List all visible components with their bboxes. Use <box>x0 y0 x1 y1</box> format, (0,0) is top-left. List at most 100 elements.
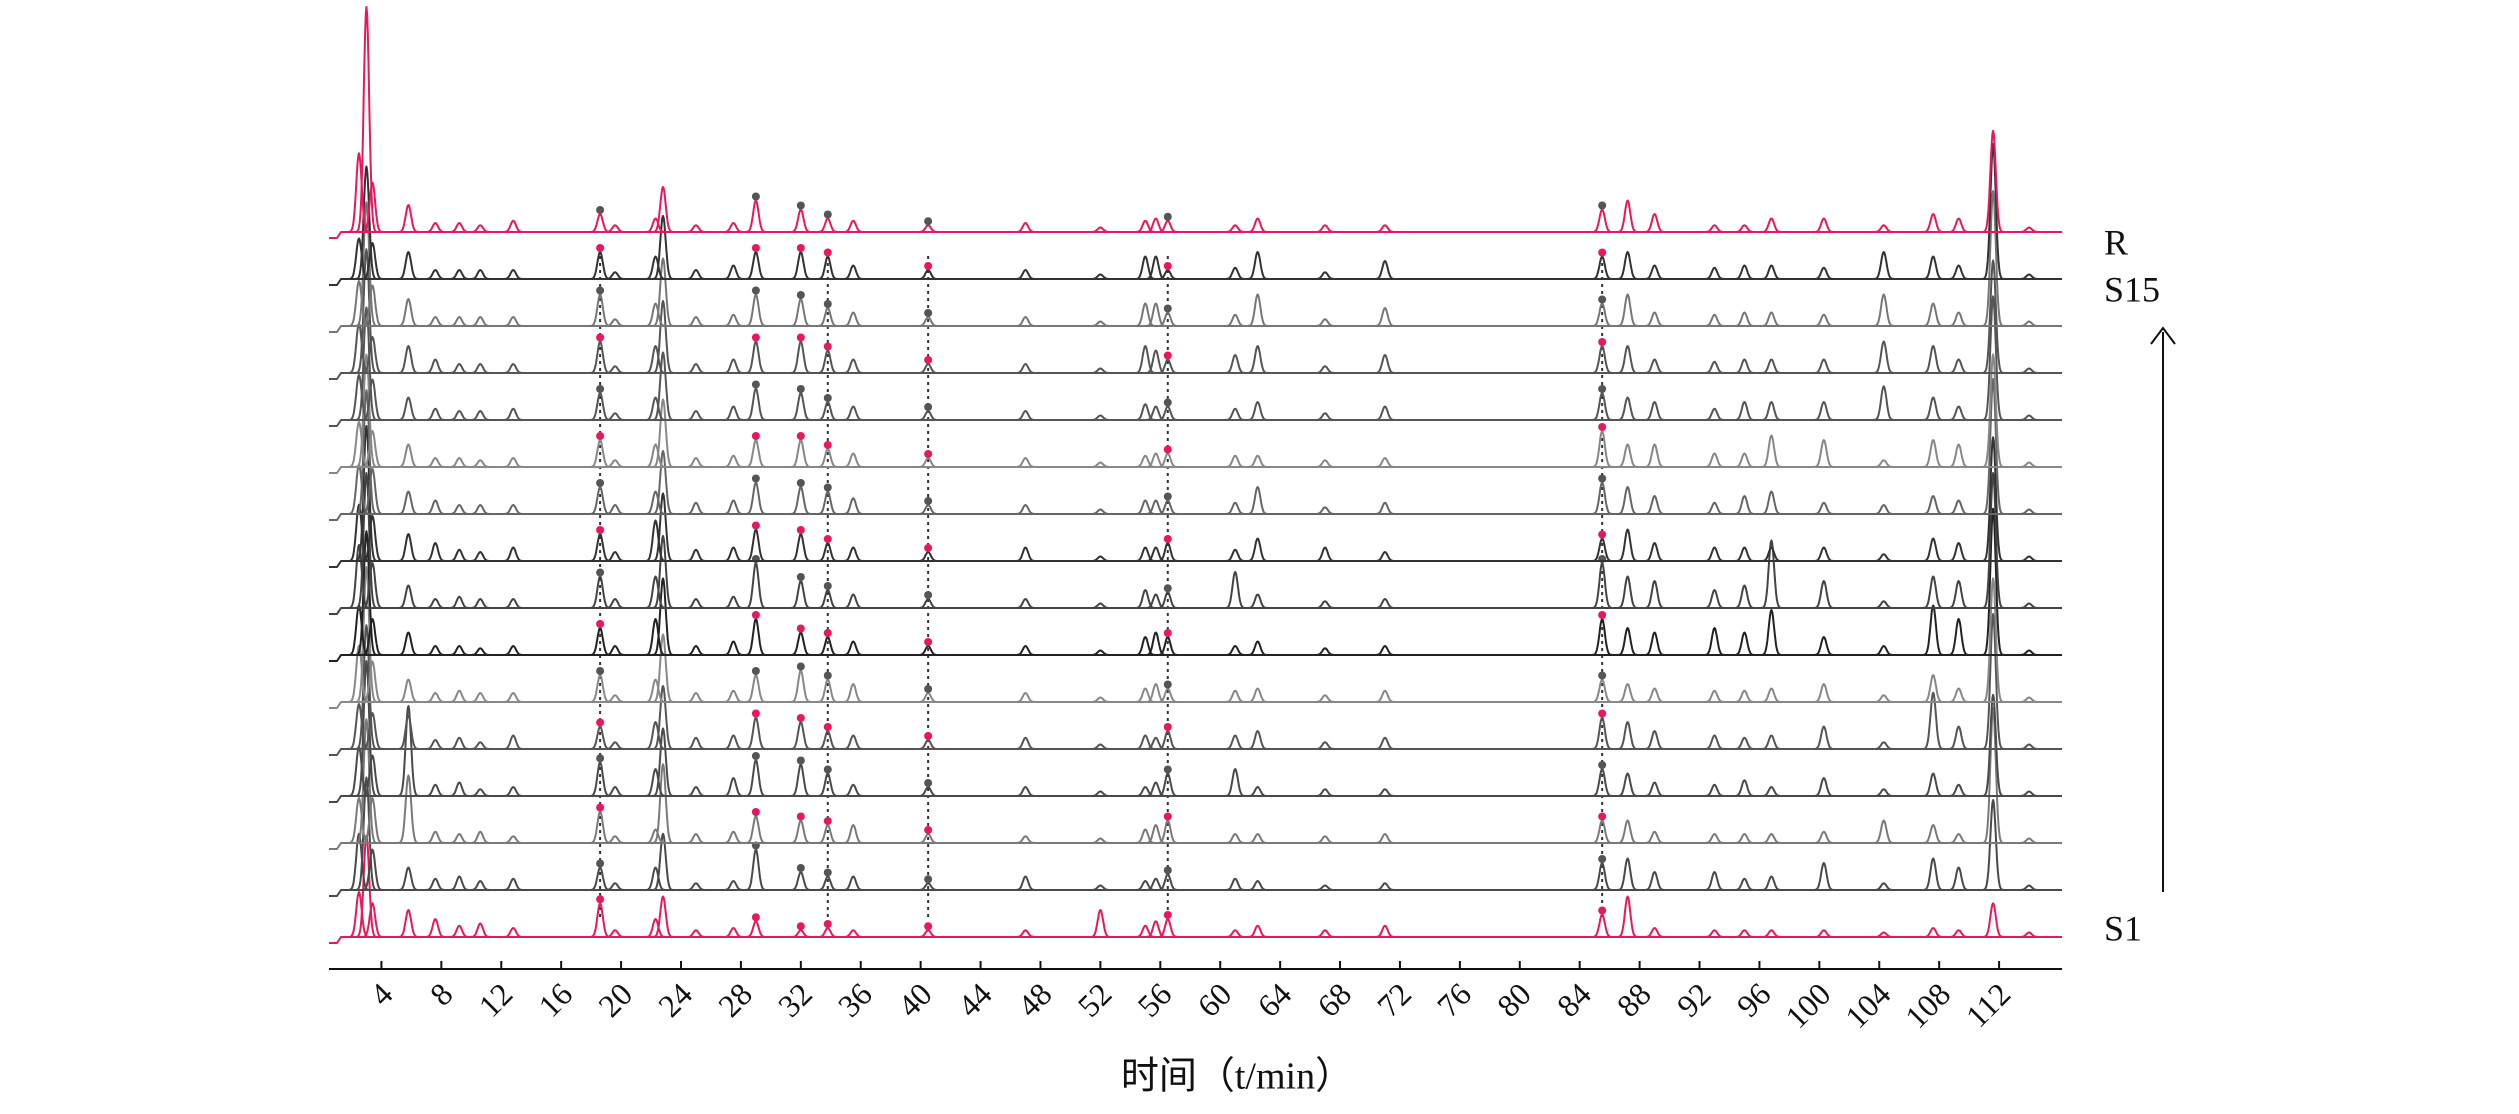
peak <box>1144 824 1167 844</box>
peak <box>1616 443 1639 468</box>
peak <box>448 410 471 421</box>
peak <box>589 213 612 233</box>
peak <box>1134 302 1157 327</box>
peak <box>1089 508 1112 515</box>
peak <box>361 562 384 609</box>
peak <box>1982 577 2005 703</box>
peak <box>917 692 940 703</box>
peak <box>1144 405 1167 421</box>
x-tick-label: 88 <box>1610 976 1658 1024</box>
peak <box>1144 736 1167 750</box>
peak-marker <box>596 568 605 577</box>
peak <box>502 457 525 468</box>
peak <box>789 533 812 562</box>
peak <box>1224 645 1247 656</box>
peak <box>1812 358 1835 374</box>
peak <box>1089 273 1112 280</box>
peak <box>361 848 384 891</box>
peak <box>1922 302 1945 327</box>
peak <box>502 546 525 562</box>
peak <box>644 345 667 374</box>
peak-marker <box>1598 248 1607 257</box>
peak <box>397 866 420 891</box>
peak <box>1224 833 1247 844</box>
peak <box>604 224 627 233</box>
peak <box>842 734 865 750</box>
peak <box>1760 875 1783 891</box>
peak <box>355 248 378 374</box>
peak-marker <box>796 526 805 534</box>
peak <box>424 457 447 468</box>
peak <box>789 580 812 609</box>
peak-marker <box>751 192 760 201</box>
peak <box>816 927 839 938</box>
peak-marker <box>823 394 832 402</box>
peak <box>448 222 471 233</box>
peak <box>789 486 812 515</box>
peak <box>1246 401 1269 421</box>
x-tick-label: 104 <box>1838 976 1897 1035</box>
peak <box>1922 255 1945 280</box>
peak <box>1156 499 1179 515</box>
peak <box>469 504 492 515</box>
peak <box>816 875 839 891</box>
peak-marker <box>1598 709 1607 718</box>
x-tick-label: 92 <box>1670 976 1718 1024</box>
peak <box>1643 264 1666 280</box>
peak <box>1643 781 1666 797</box>
peak <box>1982 472 2005 609</box>
peak-marker <box>796 662 805 671</box>
peak <box>1812 313 1835 327</box>
peak <box>1733 631 1756 656</box>
peak <box>469 647 492 656</box>
peak <box>502 927 525 938</box>
peak-marker <box>1163 398 1172 407</box>
peak <box>1703 627 1726 656</box>
peak <box>355 353 378 468</box>
peak <box>361 712 384 750</box>
peak <box>1314 600 1337 609</box>
peak <box>1616 575 1639 609</box>
peak <box>469 692 492 703</box>
peak <box>1314 365 1337 374</box>
peak <box>1591 819 1614 844</box>
x-tick-label: 16 <box>531 976 579 1024</box>
peak <box>1591 255 1614 280</box>
peak <box>1156 269 1179 280</box>
x-tick-label: 52 <box>1070 976 1118 1024</box>
peak <box>1134 734 1157 750</box>
peak <box>651 398 675 468</box>
peak <box>1224 571 1247 609</box>
peak <box>1224 877 1247 891</box>
peak <box>722 499 745 515</box>
peak <box>1314 224 1337 233</box>
peak <box>424 918 447 938</box>
peak-marker <box>751 286 760 295</box>
peak <box>424 316 447 327</box>
peak-marker <box>1598 295 1607 304</box>
peak <box>1144 217 1167 233</box>
peak <box>502 877 525 891</box>
peak <box>651 300 675 374</box>
peak <box>722 405 745 421</box>
peak <box>1144 452 1167 468</box>
peak <box>469 551 492 562</box>
peak <box>1314 318 1337 327</box>
peak <box>1246 593 1269 609</box>
peak-marker <box>1598 474 1607 483</box>
peak <box>1134 255 1157 280</box>
peak-marker <box>596 432 605 440</box>
peak <box>397 631 420 656</box>
peak <box>1591 678 1614 703</box>
peak <box>1733 877 1756 891</box>
x-tick-label: 80 <box>1490 976 1538 1024</box>
baseline <box>329 654 2062 662</box>
peak-marker <box>1598 671 1607 680</box>
peak-marker <box>751 244 760 252</box>
peak <box>1872 504 1895 515</box>
peak <box>1703 589 1726 609</box>
peak <box>816 255 839 280</box>
peak-marker <box>751 913 760 922</box>
peak <box>1591 618 1614 656</box>
peak-marker <box>1163 765 1172 774</box>
